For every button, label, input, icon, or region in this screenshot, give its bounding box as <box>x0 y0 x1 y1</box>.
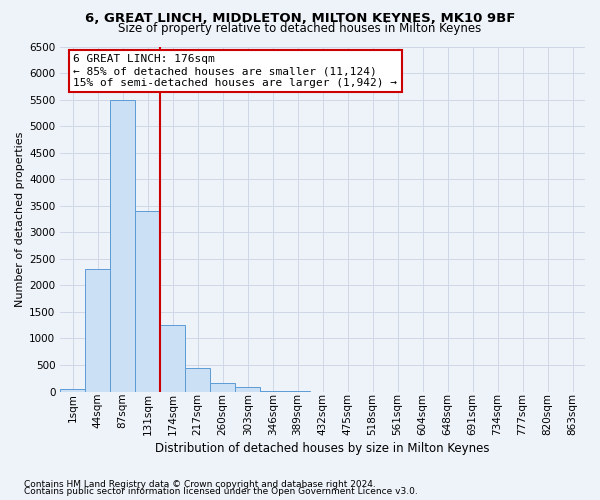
Bar <box>210 383 235 392</box>
Bar <box>185 368 210 392</box>
Text: Size of property relative to detached houses in Milton Keynes: Size of property relative to detached ho… <box>118 22 482 35</box>
Bar <box>260 391 285 392</box>
Y-axis label: Number of detached properties: Number of detached properties <box>15 132 25 306</box>
Bar <box>160 325 185 392</box>
Text: 6, GREAT LINCH, MIDDLETON, MILTON KEYNES, MK10 9BF: 6, GREAT LINCH, MIDDLETON, MILTON KEYNES… <box>85 12 515 24</box>
Text: Contains HM Land Registry data © Crown copyright and database right 2024.: Contains HM Land Registry data © Crown c… <box>24 480 376 489</box>
Text: Contains public sector information licensed under the Open Government Licence v3: Contains public sector information licen… <box>24 487 418 496</box>
Bar <box>85 270 110 392</box>
Bar <box>60 389 85 392</box>
Bar <box>135 211 160 392</box>
Bar <box>235 388 260 392</box>
X-axis label: Distribution of detached houses by size in Milton Keynes: Distribution of detached houses by size … <box>155 442 490 455</box>
Text: 6 GREAT LINCH: 176sqm
← 85% of detached houses are smaller (11,124)
15% of semi-: 6 GREAT LINCH: 176sqm ← 85% of detached … <box>73 54 397 88</box>
Bar <box>110 100 135 392</box>
